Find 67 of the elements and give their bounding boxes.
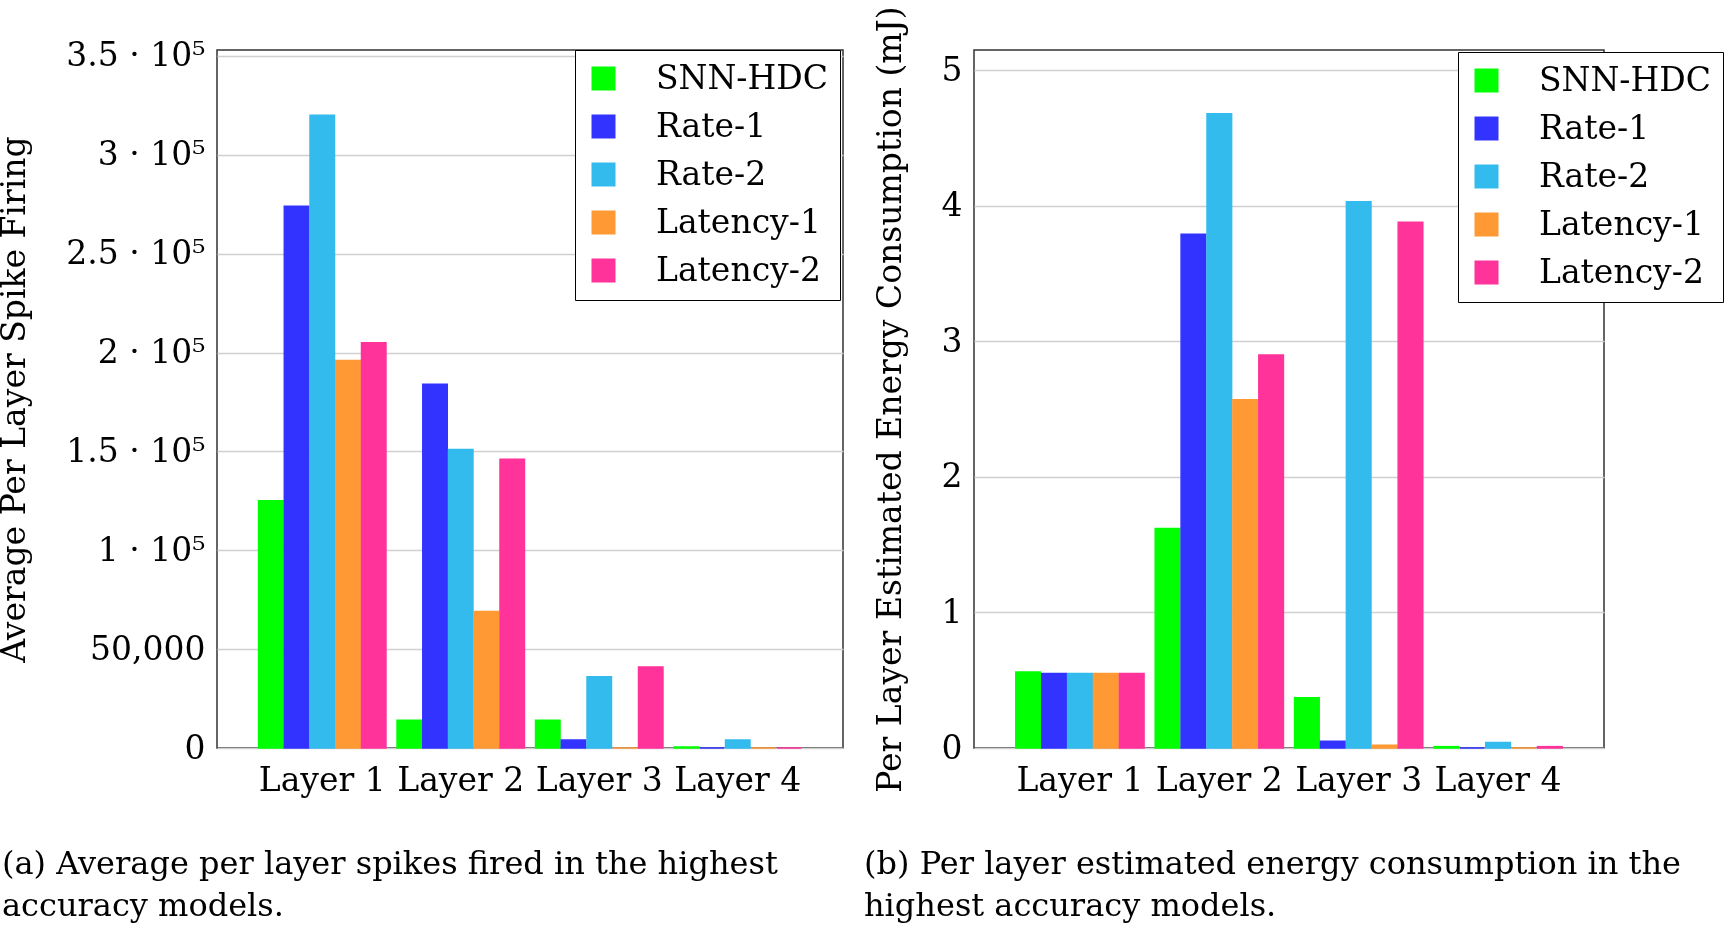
bar [1154,527,1181,749]
bar [1258,354,1285,749]
x-tick-label: Layer 1 [1016,759,1144,799]
y-tick-label: 5 [941,49,963,89]
bar [1066,672,1093,749]
bar [1180,233,1207,749]
y-tick-label: 0 [184,727,206,767]
bar [534,719,561,749]
y-tick-label: 1 [941,591,963,631]
bar [447,448,474,749]
bar [396,719,423,749]
text: (a) Average per layer spikes fired in the highest accuracy models. [2,843,779,926]
bar [1345,201,1372,749]
y-tick-label: 2.5 · 10⁵ [66,233,206,273]
bar [335,359,361,749]
legend-label: Rate-2 [656,153,767,193]
bar [1118,672,1145,749]
bar [283,205,310,749]
legend-label: SNN-HDC [656,57,828,97]
y-tick-label: 0 [941,727,963,767]
y-tick-label: 1 · 10⁵ [97,529,206,569]
bar [724,739,751,749]
x-tick-label: Layer 4 [674,759,802,799]
bar [360,341,387,749]
bar [637,666,664,749]
y-tick-label: 3.5 · 10⁵ [66,35,206,75]
bar [1206,112,1233,749]
x-tick-label: Layer 2 [1155,759,1283,799]
bar [1319,740,1346,749]
x-tick-label: Layer 1 [258,759,386,799]
y-tick-label: 2 [941,456,963,496]
legend-label: Rate-1 [1539,107,1650,147]
y-tick-label: 50,000 [90,628,206,668]
bar [1040,672,1068,749]
bar [1371,744,1398,749]
x-tick-label: Layer 3 [535,759,663,799]
bar [1397,221,1424,749]
bar [1485,741,1512,749]
bar [1015,671,1042,749]
y-tick-label: 3 · 10⁵ [97,134,206,174]
y-axis-title: Average Per Layer Spike Firing [0,136,34,664]
bar [1092,672,1119,749]
x-tick-label: Layer 3 [1295,759,1423,799]
legend-label: Rate-1 [656,105,767,145]
bar [309,114,336,749]
bar [1293,697,1320,749]
legend-label: Rate-2 [1539,155,1650,195]
legend-label: SNN-HDC [1539,59,1711,99]
legend-label: Latency-2 [656,249,821,289]
y-tick-label: 2 · 10⁵ [97,332,206,372]
bar [586,676,613,749]
y-tick-label: 3 [941,320,963,360]
y-tick-label: 1.5 · 10⁵ [66,430,206,470]
bar [257,500,284,749]
y-tick-label: 4 [941,185,963,225]
legend-label: Latency-1 [656,201,821,241]
bar [1232,398,1259,749]
bar [560,739,587,749]
legend-label: Latency-1 [1539,203,1704,243]
bar [422,383,448,749]
x-tick-label: Layer 2 [397,759,525,799]
legend-label: Latency-2 [1539,251,1704,291]
y-axis-title: Per Layer Estimated Energy Consumption (mJ) [869,6,909,793]
bar [499,458,526,749]
x-tick-label: Layer 4 [1434,759,1562,799]
text: (b) Per layer estimated energy consumption in the highest accuracy models. [864,843,1682,926]
bar [473,610,500,749]
